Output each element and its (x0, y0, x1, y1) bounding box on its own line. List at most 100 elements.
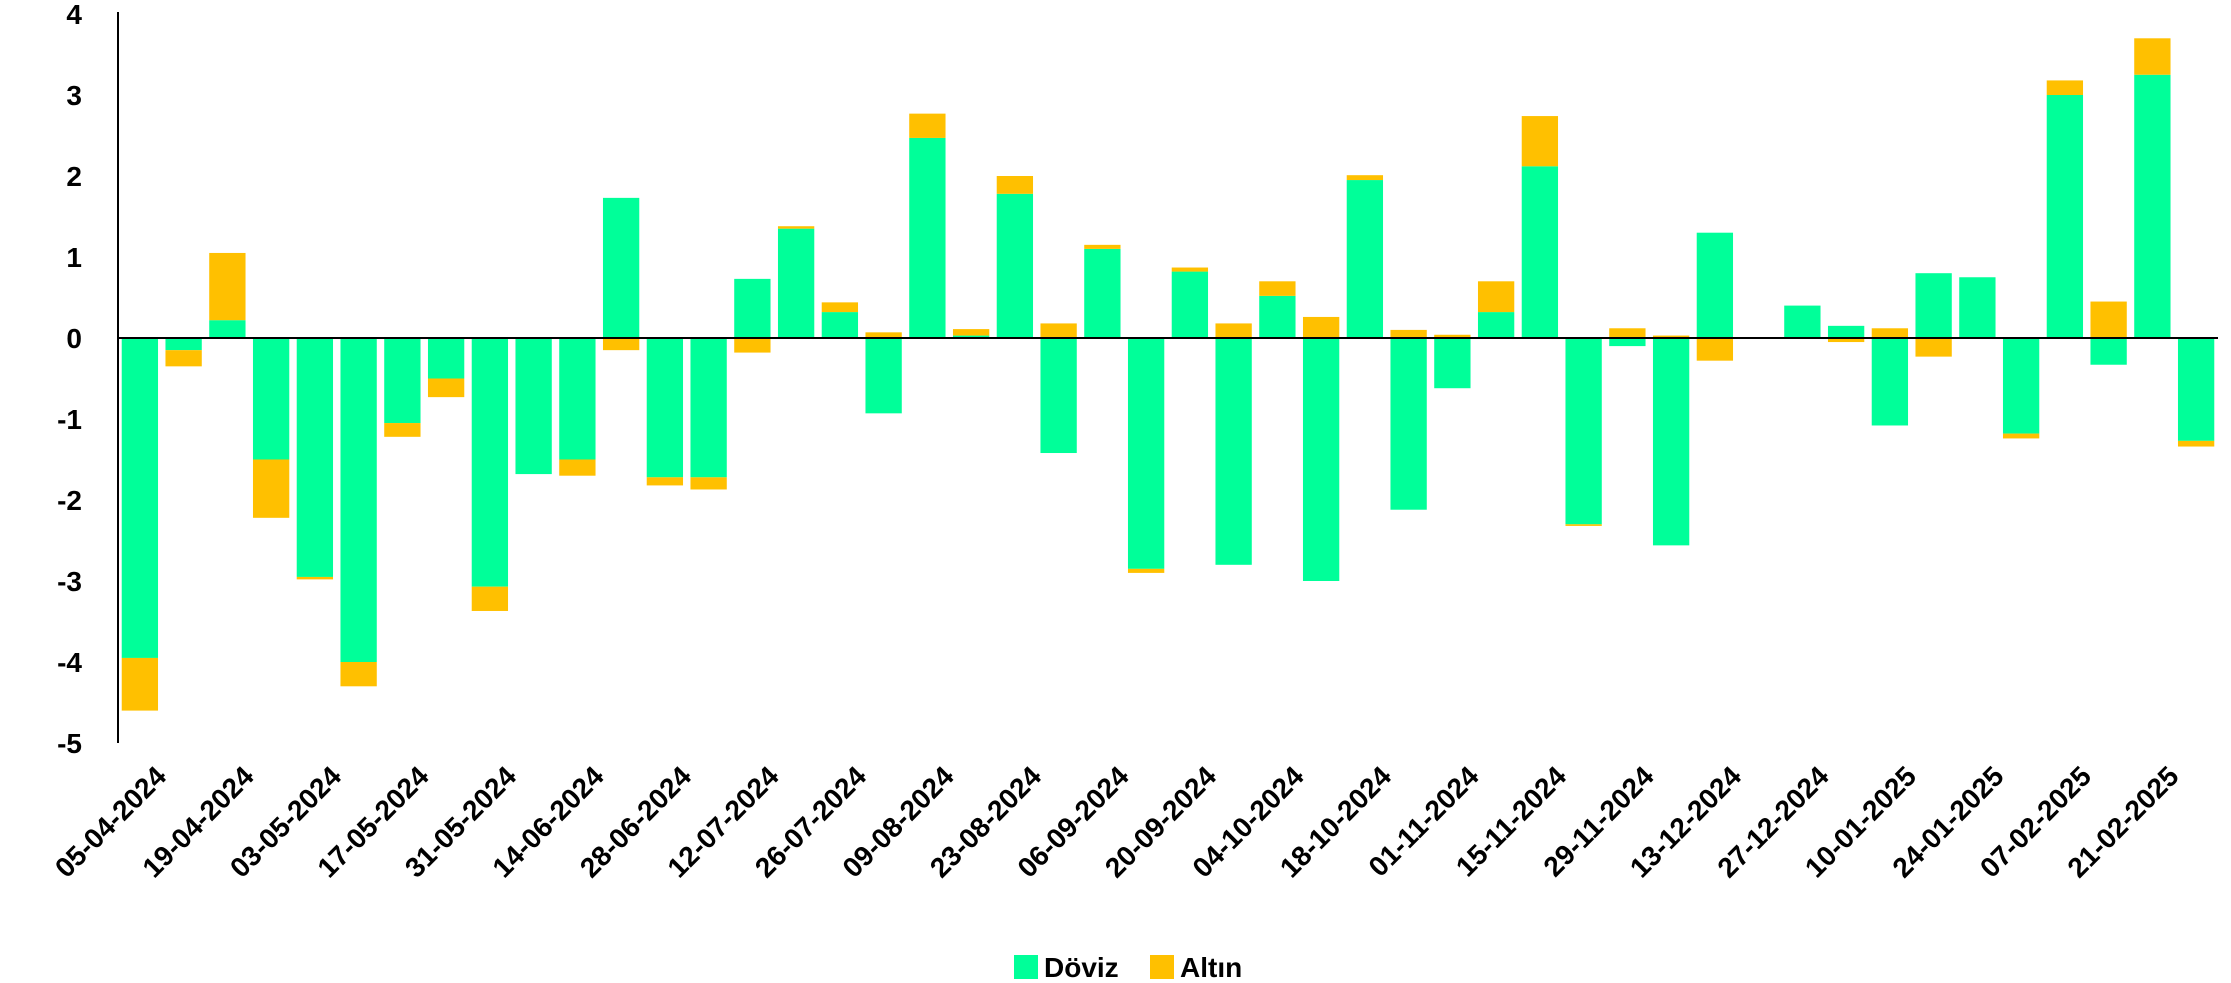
bar-altin-28-02-2025 (2177, 440, 2215, 447)
bar-altin-13-12-2024 (1696, 338, 1734, 361)
bar-altin-10-01-2025 (1871, 328, 1909, 338)
bar-altin-26-07-2024 (821, 302, 859, 313)
legend-swatch-altin (1150, 955, 1174, 979)
bar-doviz-12-07-2024 (734, 278, 771, 338)
bar-doviz-06-12-2024 (1652, 338, 1690, 546)
bar-doviz-05-04-2024 (121, 338, 159, 658)
bar-altin-04-10-2024 (1259, 281, 1296, 296)
bar-doviz-03-05-2024 (296, 338, 334, 577)
y-tick-label: 1 (66, 242, 82, 273)
bar-doviz-29-11-2024 (1609, 338, 1646, 347)
bar-altin-10-05-2024 (340, 662, 377, 687)
bar-doviz-11-10-2024 (1302, 338, 1340, 581)
bar-altin-12-04-2024 (165, 350, 202, 367)
bar-doviz-09-08-2024 (909, 137, 946, 338)
bar-doviz-07-06-2024 (515, 338, 552, 475)
y-tick-label: 2 (66, 161, 82, 192)
bar-altin-23-08-2024 (996, 176, 1034, 194)
y-tick-label: 3 (66, 80, 82, 111)
bar-altin-30-08-2024 (1040, 323, 1077, 338)
y-axis: 4 3 2 1 0 -1 -2 -3 -4 -5 (57, 0, 119, 759)
bar-doviz-31-05-2024 (471, 338, 509, 587)
bar-altin-14-06-2024 (559, 459, 596, 476)
y-tick-label: -3 (57, 566, 82, 597)
bar-altin-07-02-2025 (2046, 80, 2084, 95)
bar-doviz-07-02-2025 (2046, 95, 2084, 338)
bar-altin-03-05-2024 (296, 576, 334, 580)
bar-doviz-12-04-2024 (165, 338, 202, 351)
bar-doviz-28-06-2024 (646, 338, 684, 478)
bar-doviz-26-07-2024 (821, 312, 859, 338)
bar-altin-31-01-2025 (2002, 433, 2040, 439)
bar-altin-28-06-2024 (646, 477, 684, 486)
bar-doviz-03-01-2025 (1827, 325, 1865, 338)
bar-doviz-24-01-2025 (1959, 277, 1996, 338)
legend-swatch-doviz (1014, 955, 1038, 979)
bar-doviz-05-07-2024 (690, 338, 727, 478)
bar-altin-06-09-2024 (1084, 244, 1121, 249)
legend: Döviz Altın (1014, 952, 1242, 983)
bar-doviz-01-11-2024 (1434, 338, 1471, 389)
bar-altin-25-10-2024 (1390, 329, 1427, 338)
bar-doviz-22-11-2024 (1565, 338, 1602, 525)
bar-doviz-13-09-2024 (1127, 338, 1165, 569)
bar-altin-26-04-2024 (252, 459, 290, 518)
bar-doviz-06-09-2024 (1084, 248, 1121, 338)
bar-doviz-26-04-2024 (252, 338, 290, 460)
bar-doviz-27-09-2024 (1215, 338, 1252, 565)
bar-doviz-14-02-2025 (2090, 338, 2127, 365)
bar-doviz-13-12-2024 (1696, 232, 1734, 338)
bar-altin-05-04-2024 (121, 657, 159, 711)
bar-doviz-17-01-2025 (1915, 273, 1952, 338)
bar-doviz-10-05-2024 (340, 338, 377, 662)
bar-altin-22-11-2024 (1565, 524, 1602, 526)
bar-altin-14-02-2025 (2090, 301, 2127, 338)
y-tick-label: 0 (66, 323, 82, 354)
bars (121, 38, 2215, 711)
y-tick-label: -4 (57, 647, 82, 678)
bar-altin-05-07-2024 (690, 477, 727, 490)
bar-doviz-28-02-2025 (2177, 338, 2215, 441)
bar-altin-19-04-2024 (209, 252, 246, 321)
bar-altin-20-09-2024 (1171, 267, 1209, 272)
bar-doviz-30-08-2024 (1040, 338, 1077, 454)
bar-doviz-27-12-2024 (1784, 305, 1821, 338)
bar-doviz-16-08-2024 (952, 335, 990, 338)
legend-label-doviz: Döviz (1044, 952, 1119, 983)
bar-altin-06-12-2024 (1652, 335, 1690, 338)
bar-doviz-19-07-2024 (777, 228, 815, 338)
bar-doviz-20-09-2024 (1171, 271, 1209, 338)
bar-doviz-19-04-2024 (209, 320, 246, 338)
bar-doviz-31-01-2025 (2002, 338, 2040, 434)
bar-altin-16-08-2024 (952, 329, 990, 336)
bar-doviz-14-06-2024 (559, 338, 596, 460)
bar-altin-21-02-2025 (2134, 38, 2171, 75)
bar-doviz-04-10-2024 (1259, 295, 1296, 338)
bar-altin-19-07-2024 (777, 226, 815, 229)
y-tick-label: -5 (57, 728, 82, 759)
bar-doviz-02-08-2024 (865, 338, 902, 414)
bar-doviz-25-10-2024 (1390, 338, 1427, 510)
bar-altin-11-10-2024 (1302, 316, 1340, 338)
bar-altin-08-11-2024 (1477, 281, 1515, 313)
bar-altin-09-08-2024 (909, 113, 946, 138)
bar-doviz-17-05-2024 (384, 338, 421, 424)
bar-altin-31-05-2024 (471, 586, 509, 611)
bar-altin-12-07-2024 (734, 338, 771, 353)
y-tick-label: -1 (57, 404, 82, 435)
bar-altin-17-01-2025 (1915, 338, 1952, 357)
bar-doviz-23-08-2024 (996, 193, 1034, 338)
bar-doviz-24-05-2024 (427, 338, 465, 379)
bar-doviz-21-02-2025 (2134, 74, 2171, 338)
bar-altin-17-05-2024 (384, 423, 421, 437)
bar-altin-21-06-2024 (602, 338, 640, 351)
y-tick-label: -2 (57, 485, 82, 516)
bar-altin-27-09-2024 (1215, 323, 1252, 338)
bar-doviz-15-11-2024 (1521, 166, 1559, 338)
bar-doviz-18-10-2024 (1346, 180, 1384, 338)
bar-doviz-08-11-2024 (1477, 312, 1515, 338)
bar-altin-13-09-2024 (1127, 568, 1165, 573)
bar-altin-29-11-2024 (1609, 328, 1646, 338)
bar-altin-03-01-2025 (1827, 338, 1865, 343)
